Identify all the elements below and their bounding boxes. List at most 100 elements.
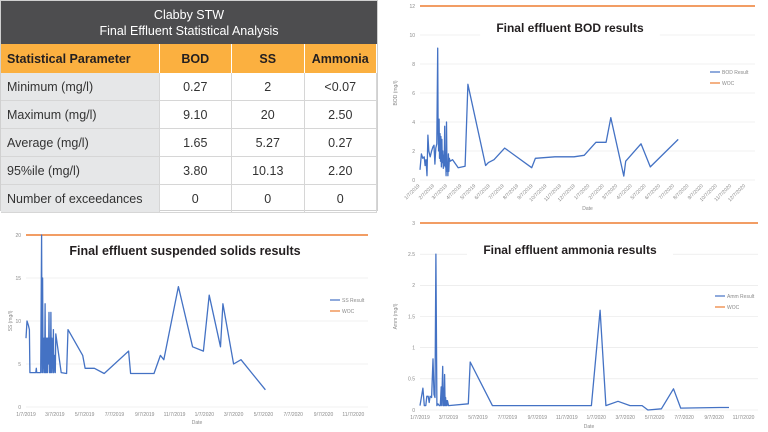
y-tick-label: 2 xyxy=(412,283,415,289)
legend-label: BOD Result xyxy=(722,70,749,76)
series-line-bod-result xyxy=(419,47,679,177)
y-tick-label: 15 xyxy=(15,276,21,282)
table-row-maximum: Maximum (mg/l) 9.10 20 2.50 xyxy=(1,100,377,129)
row-label: Minimum (mg/l) xyxy=(1,73,160,101)
row-label: Number of exceedances xyxy=(1,184,160,213)
chart-title: Final effluent suspended solids results xyxy=(69,244,300,258)
y-tick-label: 0 xyxy=(18,405,21,411)
cell-bod: 0 xyxy=(159,184,232,213)
y-tick-label: 8 xyxy=(412,62,415,68)
x-axis-title: Date xyxy=(582,206,593,212)
cell-ammonia: 0 xyxy=(304,184,377,213)
series-line-amm-result xyxy=(419,253,729,411)
table-row-95percentile: 95%ile (mg/l) 3.80 10.13 2.20 xyxy=(1,156,377,185)
ammonia-chart-svg: 0 0.5 1 1.5 2 2.5 3 1/7/2019 3/7/2019 5/7/2019 7/7… xyxy=(393,221,758,430)
y-tick-label: 2 xyxy=(412,149,415,155)
row-label: Maximum (mg/l) xyxy=(1,100,160,129)
y-tick-label: 6 xyxy=(412,91,415,97)
table-title-line1: Clabby STW xyxy=(153,7,225,22)
legend-label: WOC xyxy=(722,81,735,87)
y-tick-label: 3 xyxy=(412,221,415,227)
x-tick-label: 11/7/2019 xyxy=(556,415,578,421)
y-tick-label: 10 xyxy=(409,33,415,39)
x-tick-label: 1/7/2019 xyxy=(16,412,36,418)
x-tick-label: 3/7/2020 xyxy=(224,412,244,418)
row-label: 95%ile (mg/l) xyxy=(1,156,160,185)
y-tick-label: 4 xyxy=(412,120,415,126)
bod-chart: 0 2 4 6 8 10 12 1/7/2019 2/7/2019 3/7/2019 4/7/201… xyxy=(385,0,768,215)
y-tick-label: 0 xyxy=(412,408,415,414)
row-label: Average (mg/l) xyxy=(1,128,160,157)
cell-bod: 3.80 xyxy=(159,156,232,185)
table-header-row: Statistical Parameter BOD SS Ammonia xyxy=(1,44,377,73)
x-tick-label: 7/7/2020 xyxy=(674,415,694,421)
y-tick-label: 1.5 xyxy=(408,314,415,320)
x-tick-label: 7/7/2019 xyxy=(498,415,518,421)
cell-ss: 2 xyxy=(231,73,305,101)
cell-ammonia: 0.27 xyxy=(304,128,377,157)
x-tick-label: 9/7/2020 xyxy=(704,415,724,421)
x-tick-label: 11/7/2019 xyxy=(164,412,186,418)
y-tick-label: 10 xyxy=(15,319,21,325)
y-tick-label: 0 xyxy=(412,178,415,184)
legend-label: WOC xyxy=(342,309,355,315)
y-tick-label: 1 xyxy=(412,345,415,351)
x-tick-label: 7/7/2020 xyxy=(284,412,304,418)
cell-ammonia: <0.07 xyxy=(304,73,377,101)
cell-ss: 0 xyxy=(231,184,305,213)
x-tick-label: 5/7/2019 xyxy=(468,415,488,421)
header-bod: BOD xyxy=(159,44,232,73)
ss-chart: 0 5 10 15 20 1/7/2019 3/7/2019 5/7/2019 7/7/2019… xyxy=(0,222,385,432)
chart-title-backdrop xyxy=(46,242,324,260)
cell-ss: 10.13 xyxy=(231,156,305,185)
x-tick-label: 3/7/2020 xyxy=(615,415,635,421)
header-ammonia: Ammonia xyxy=(304,44,377,73)
x-tick-label: 9/7/2020 xyxy=(314,412,334,418)
table-title-line2: Final Effluent Statistical Analysis xyxy=(99,23,279,38)
header-ss: SS xyxy=(231,44,305,73)
x-tick-label: 5/7/2020 xyxy=(645,415,665,421)
y-axis-title: SS (mg/l) xyxy=(8,310,14,331)
statistics-table-panel: Clabby STW Final Effluent Statistical An… xyxy=(0,0,378,213)
ss-chart-svg: 0 5 10 15 20 1/7/2019 3/7/2019 5/7/2019 7/7/2019… xyxy=(8,233,368,426)
chart-title: Final effluent ammonia results xyxy=(483,243,657,257)
chart-title-backdrop xyxy=(467,242,673,259)
x-tick-label: 1/7/2020 xyxy=(195,412,215,418)
y-axis-title: Amm (mg/l) xyxy=(393,303,399,329)
cell-ss: 5.27 xyxy=(231,128,305,157)
chart-title: Final effluent BOD results xyxy=(496,21,644,35)
y-tick-label: 2.5 xyxy=(408,252,415,258)
x-tick-label: 5/7/2020 xyxy=(254,412,274,418)
table-row-average: Average (mg/l) 1.65 5.27 0.27 xyxy=(1,128,377,157)
x-tick-label: 9/7/2019 xyxy=(528,415,548,421)
x-tick-label: 1/7/2020 xyxy=(587,415,607,421)
y-tick-label: 20 xyxy=(15,233,21,239)
chart-title-backdrop xyxy=(480,20,660,37)
x-tick-label: 1/7/2019 xyxy=(410,415,430,421)
bod-chart-svg: 0246810121/7/20192/7/20193/7/20194/7/201… xyxy=(393,4,755,212)
x-tick-label: 3/7/2019 xyxy=(439,415,459,421)
ammonia-chart: 0 0.5 1 1.5 2 2.5 3 1/7/2019 3/7/2019 5/7/2019 7/7… xyxy=(385,215,768,432)
x-tick-label: 7/7/2019 xyxy=(105,412,125,418)
header-parameter: Statistical Parameter xyxy=(1,44,160,73)
cell-ammonia: 2.50 xyxy=(304,100,377,129)
x-tick-label: 11/7/2020 xyxy=(342,412,364,418)
x-tick-label: 9/7/2019 xyxy=(135,412,155,418)
table-title: Clabby STW Final Effluent Statistical An… xyxy=(1,1,377,44)
cell-bod: 9.10 xyxy=(159,100,232,129)
y-tick-label: 12 xyxy=(409,4,415,10)
legend-label: Amm Result xyxy=(727,294,755,300)
cell-ss: 20 xyxy=(231,100,305,129)
legend-label: WOC xyxy=(727,305,740,311)
x-axis-title: Date xyxy=(192,420,203,426)
statistics-table: Statistical Parameter BOD SS Ammonia Min… xyxy=(1,44,377,213)
y-tick-label: 0.5 xyxy=(408,377,415,383)
x-tick-label: 3/7/2019 xyxy=(45,412,65,418)
y-axis-title: BOD (mg/l) xyxy=(393,80,399,105)
x-axis-title: Date xyxy=(584,424,595,430)
x-tick-label: 5/7/2019 xyxy=(75,412,95,418)
cell-ammonia: 2.20 xyxy=(304,156,377,185)
y-tick-label: 5 xyxy=(18,362,21,368)
table-row-minimum: Minimum (mg/l) 0.27 2 <0.07 xyxy=(1,73,377,101)
legend-label: SS Result xyxy=(342,298,365,304)
